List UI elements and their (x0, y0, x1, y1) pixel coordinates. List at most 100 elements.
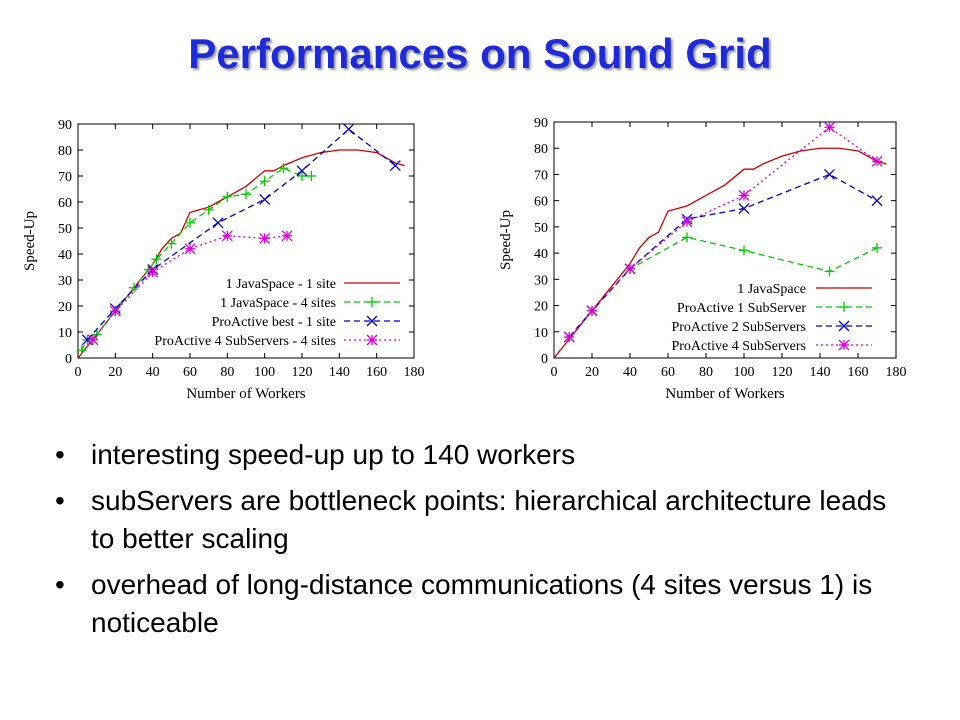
data-point (87, 334, 99, 346)
y-tick-label: 60 (534, 195, 548, 210)
data-point (81, 334, 93, 346)
data-point (184, 243, 196, 255)
x-tick-label: 180 (886, 365, 907, 380)
x-tick-label: 100 (734, 365, 755, 380)
bullet-dot-icon: • (55, 569, 65, 600)
bullet-dot-icon: • (55, 485, 65, 516)
data-point (241, 189, 251, 200)
data-point (624, 263, 636, 275)
data-point (109, 305, 121, 317)
bullet-item: • overhead of long-distance communicatio… (55, 566, 915, 642)
y-tick-label: 50 (58, 222, 72, 237)
x-tick-label: 60 (183, 365, 197, 380)
x-tick-label: 140 (810, 365, 831, 380)
slide-title: Performances on Sound Grid (188, 30, 772, 77)
legend-label: ProActive best - 1 site (212, 315, 336, 330)
data-point (872, 242, 882, 253)
legend-marker (366, 315, 378, 327)
y-tick-label: 0 (541, 352, 548, 367)
legend-label: ProActive 4 SubServers (671, 339, 806, 354)
speedup-chart-subservers: 0 20 40 60 80 100 120 140 160 180 0 10 20 30 40 50 60 70 8… (484, 100, 907, 430)
data-point (343, 123, 355, 135)
data-point (203, 204, 214, 215)
data-point (76, 345, 87, 356)
x-tick-label: 20 (108, 365, 122, 380)
legend-label: 1 JavaSpace (737, 282, 806, 297)
data-point (586, 305, 598, 317)
data-point (212, 217, 224, 229)
series-line (553, 147, 887, 359)
data-point (259, 176, 270, 187)
legend-label: ProActive 2 SubServers (671, 320, 806, 335)
x-tick-label: 160 (848, 365, 869, 380)
y-tick-label: 80 (534, 142, 548, 157)
data-point (306, 171, 317, 181)
data-point (824, 266, 835, 277)
x-tick-label: 60 (661, 365, 675, 380)
y-tick-label: 30 (534, 273, 548, 288)
x-tick-label: 40 (146, 365, 160, 380)
x-tick-label: 120 (772, 365, 793, 380)
bullet-item: • interesting speed-up up to 140 workers (55, 436, 915, 474)
y-axis-label: Speed-Up (498, 210, 514, 270)
data-point (389, 160, 401, 172)
bullet-dot-icon: • (55, 439, 65, 470)
x-tick-label: 140 (329, 365, 350, 380)
y-tick-label: 10 (58, 326, 72, 341)
bullet-text: interesting speed-up up to 140 workers (91, 439, 576, 470)
data-point (129, 282, 139, 293)
data-point (281, 230, 293, 242)
data-point (297, 171, 307, 181)
speedup-chart-sites: 0 20 40 60 80 100 120 140 160 180 0 10 20 30 40 50 60 70 8… (8, 100, 438, 430)
data-point (185, 217, 195, 228)
x-tick-label: 160 (366, 365, 387, 380)
bullet-text: overhead of long-distance communications… (91, 569, 873, 638)
y-tick-label: 20 (534, 300, 548, 315)
y-tick-label: 90 (534, 116, 548, 131)
y-tick-label: 40 (58, 248, 72, 263)
data-point (681, 216, 693, 228)
x-axis-label: Number of Workers (186, 386, 305, 402)
y-axis-label: Speed-Up (22, 211, 38, 271)
y-tick-label: 80 (58, 144, 72, 159)
data-point (147, 266, 159, 278)
y-tick-label: 90 (58, 118, 72, 133)
legend-label: ProActive 1 SubServer (677, 301, 806, 316)
data-point (682, 232, 692, 243)
data-point (739, 245, 749, 256)
x-tick-label: 120 (292, 365, 313, 380)
x-tick-label: 100 (254, 365, 275, 380)
y-tick-label: 40 (534, 247, 548, 262)
legend-marker (366, 334, 378, 346)
y-tick-label: 20 (58, 300, 72, 315)
x-tick-label: 0 (75, 365, 82, 380)
data-point (259, 193, 271, 205)
data-point (824, 121, 835, 133)
legend-label: 1 JavaSpace - 1 site (226, 277, 336, 292)
y-tick-label: 70 (534, 168, 548, 183)
data-point (296, 165, 308, 177)
y-tick-label: 10 (534, 326, 548, 341)
plot-frame (553, 121, 897, 359)
data-point (738, 189, 750, 201)
data-point (151, 254, 162, 265)
legend-marker (839, 302, 849, 312)
legend-marker (367, 297, 377, 307)
bullet-item: • subServers are bottleneck points: hier… (55, 482, 915, 558)
series-line (81, 167, 312, 351)
data-point (278, 163, 289, 174)
x-tick-label: 180 (404, 365, 425, 380)
series-line (86, 128, 396, 341)
legend-label: ProActive 4 SubServers - 4 sites (154, 334, 336, 349)
data-point (871, 195, 883, 207)
bullet-list: • interesting speed-up up to 140 workers… (55, 436, 915, 650)
y-tick-label: 50 (534, 221, 548, 236)
data-point (563, 331, 575, 343)
data-point (824, 168, 835, 180)
legend-marker (838, 339, 850, 351)
chart-svg: 0 20 40 60 80 100 120 140 160 180 0 10 20 30 40 50 60 70 8… (22, 118, 425, 402)
legend-marker (838, 320, 850, 332)
data-point (166, 238, 177, 249)
x-tick-label: 80 (220, 365, 234, 380)
x-tick-label: 20 (585, 365, 599, 380)
